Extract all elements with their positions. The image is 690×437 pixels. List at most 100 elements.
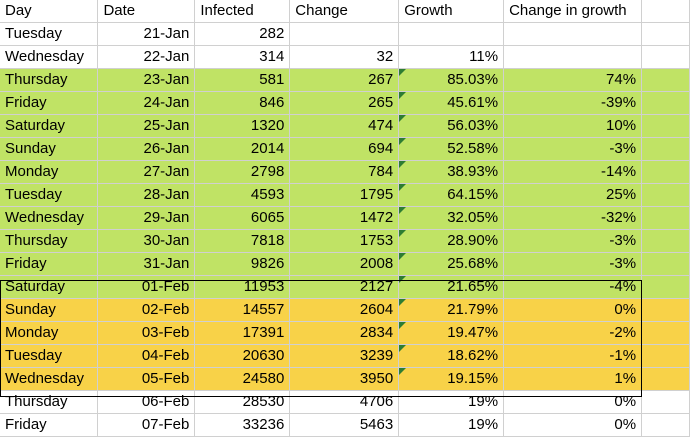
cell-day[interactable]: Monday xyxy=(0,321,99,345)
cell-date[interactable]: 04-Feb xyxy=(97,344,196,368)
cell-change-in-growth[interactable] xyxy=(503,22,643,46)
cell-change-in-growth[interactable]: 0% xyxy=(503,390,643,414)
cell-infected[interactable]: 2014 xyxy=(194,137,291,161)
cell-change[interactable]: 2008 xyxy=(289,252,400,276)
cell-infected[interactable]: 17391 xyxy=(194,321,291,345)
cell-change[interactable] xyxy=(289,22,400,46)
empty-cell[interactable] xyxy=(641,68,690,92)
cell-growth[interactable]: 56.03% xyxy=(398,114,505,138)
cell-infected[interactable]: 1320 xyxy=(194,114,291,138)
cell-change-in-growth[interactable] xyxy=(503,45,643,69)
cell-date[interactable]: 31-Jan xyxy=(97,252,196,276)
cell-change-in-growth[interactable]: -3% xyxy=(503,229,643,253)
column-header-change-in-growth[interactable]: Change in growth xyxy=(503,0,643,23)
cell-change-in-growth[interactable]: -32% xyxy=(503,206,643,230)
cell-change-in-growth[interactable]: -2% xyxy=(503,321,643,345)
cell-infected[interactable]: 14557 xyxy=(194,298,291,322)
empty-cell[interactable] xyxy=(641,183,690,207)
cell-change[interactable]: 2604 xyxy=(289,298,400,322)
column-header-date[interactable]: Date xyxy=(97,0,196,23)
cell-growth[interactable]: 19% xyxy=(398,390,505,414)
cell-day[interactable]: Wednesday xyxy=(0,206,99,230)
empty-cell[interactable] xyxy=(641,0,690,23)
cell-date[interactable]: 21-Jan xyxy=(97,22,196,46)
cell-growth[interactable]: 25.68% xyxy=(398,252,505,276)
cell-growth[interactable]: 52.58% xyxy=(398,137,505,161)
cell-day[interactable]: Saturday xyxy=(0,114,99,138)
cell-change-in-growth[interactable]: 0% xyxy=(503,413,643,437)
cell-growth[interactable]: 28.90% xyxy=(398,229,505,253)
cell-change[interactable]: 1795 xyxy=(289,183,400,207)
cell-infected[interactable]: 282 xyxy=(194,22,291,46)
cell-date[interactable]: 24-Jan xyxy=(97,91,196,115)
cell-growth[interactable]: 64.15% xyxy=(398,183,505,207)
cell-growth[interactable]: 85.03% xyxy=(398,68,505,92)
cell-infected[interactable]: 24580 xyxy=(194,367,291,391)
empty-cell[interactable] xyxy=(641,275,690,299)
cell-change-in-growth[interactable]: 74% xyxy=(503,68,643,92)
cell-date[interactable]: 28-Jan xyxy=(97,183,196,207)
cell-infected[interactable]: 11953 xyxy=(194,275,291,299)
cell-change[interactable]: 32 xyxy=(289,45,400,69)
cell-infected[interactable]: 2798 xyxy=(194,160,291,184)
cell-day[interactable]: Thursday xyxy=(0,229,99,253)
cell-date[interactable]: 05-Feb xyxy=(97,367,196,391)
cell-change-in-growth[interactable]: 0% xyxy=(503,298,643,322)
cell-date[interactable]: 22-Jan xyxy=(97,45,196,69)
empty-cell[interactable] xyxy=(641,367,690,391)
cell-day[interactable]: Sunday xyxy=(0,298,99,322)
cell-day[interactable]: Saturday xyxy=(0,275,99,299)
cell-change[interactable]: 474 xyxy=(289,114,400,138)
empty-cell[interactable] xyxy=(641,413,690,437)
cell-change[interactable]: 1753 xyxy=(289,229,400,253)
cell-growth[interactable]: 18.62% xyxy=(398,344,505,368)
cell-change-in-growth[interactable]: 1% xyxy=(503,367,643,391)
empty-cell[interactable] xyxy=(641,321,690,345)
cell-date[interactable]: 27-Jan xyxy=(97,160,196,184)
cell-change-in-growth[interactable]: -14% xyxy=(503,160,643,184)
cell-growth[interactable]: 38.93% xyxy=(398,160,505,184)
cell-change-in-growth[interactable]: -39% xyxy=(503,91,643,115)
cell-change[interactable]: 694 xyxy=(289,137,400,161)
column-header-infected[interactable]: Infected xyxy=(194,0,291,23)
column-header-change[interactable]: Change xyxy=(289,0,400,23)
cell-change[interactable]: 2127 xyxy=(289,275,400,299)
cell-change[interactable]: 1472 xyxy=(289,206,400,230)
cell-date[interactable]: 26-Jan xyxy=(97,137,196,161)
empty-cell[interactable] xyxy=(641,344,690,368)
cell-infected[interactable]: 33236 xyxy=(194,413,291,437)
cell-change[interactable]: 265 xyxy=(289,91,400,115)
empty-cell[interactable] xyxy=(641,137,690,161)
cell-change-in-growth[interactable]: -3% xyxy=(503,252,643,276)
cell-change[interactable]: 267 xyxy=(289,68,400,92)
empty-cell[interactable] xyxy=(641,229,690,253)
empty-cell[interactable] xyxy=(641,390,690,414)
cell-date[interactable]: 06-Feb xyxy=(97,390,196,414)
cell-day[interactable]: Friday xyxy=(0,91,99,115)
empty-cell[interactable] xyxy=(641,160,690,184)
cell-infected[interactable]: 20630 xyxy=(194,344,291,368)
cell-growth[interactable]: 21.79% xyxy=(398,298,505,322)
cell-growth[interactable]: 19.47% xyxy=(398,321,505,345)
cell-change[interactable]: 784 xyxy=(289,160,400,184)
cell-day[interactable]: Tuesday xyxy=(0,183,99,207)
cell-day[interactable]: Thursday xyxy=(0,390,99,414)
cell-date[interactable]: 01-Feb xyxy=(97,275,196,299)
cell-infected[interactable]: 4593 xyxy=(194,183,291,207)
cell-infected[interactable]: 846 xyxy=(194,91,291,115)
empty-cell[interactable] xyxy=(641,206,690,230)
cell-infected[interactable]: 314 xyxy=(194,45,291,69)
cell-infected[interactable]: 9826 xyxy=(194,252,291,276)
cell-date[interactable]: 03-Feb xyxy=(97,321,196,345)
cell-infected[interactable]: 7818 xyxy=(194,229,291,253)
empty-cell[interactable] xyxy=(641,114,690,138)
cell-change-in-growth[interactable]: 25% xyxy=(503,183,643,207)
cell-growth[interactable]: 19% xyxy=(398,413,505,437)
cell-date[interactable]: 23-Jan xyxy=(97,68,196,92)
cell-change[interactable]: 4706 xyxy=(289,390,400,414)
cell-change[interactable]: 5463 xyxy=(289,413,400,437)
cell-day[interactable]: Tuesday xyxy=(0,344,99,368)
cell-change-in-growth[interactable]: 10% xyxy=(503,114,643,138)
cell-date[interactable]: 25-Jan xyxy=(97,114,196,138)
cell-day[interactable]: Sunday xyxy=(0,137,99,161)
